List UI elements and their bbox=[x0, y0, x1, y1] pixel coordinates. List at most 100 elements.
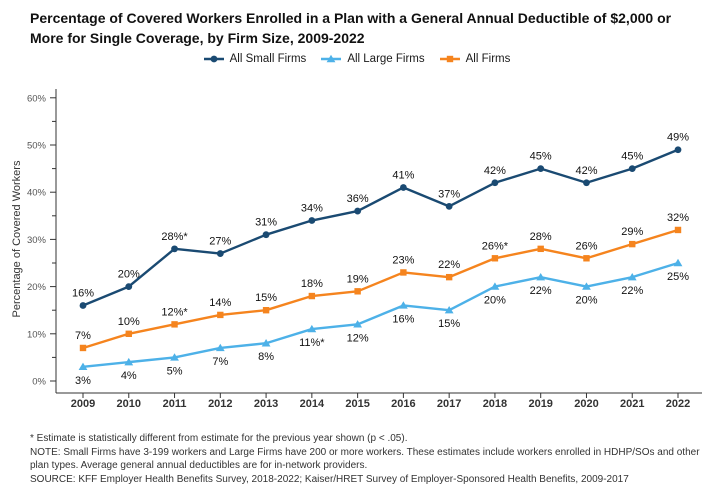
x-tick-label: 2013 bbox=[254, 398, 278, 410]
data-label-all-firms: 14% bbox=[209, 297, 231, 309]
data-label-all-firms: 23% bbox=[392, 254, 414, 266]
data-label-all-small-firms: 28%* bbox=[161, 231, 188, 243]
footnote-source: SOURCE: KFF Employer Health Benefits Sur… bbox=[30, 473, 629, 485]
x-tick-label: 2011 bbox=[163, 398, 187, 410]
x-tick-label: 2015 bbox=[345, 398, 369, 410]
data-label-all-small-firms: 45% bbox=[530, 151, 552, 163]
chart-svg: 0% 10% 20% 30% 40% 50% 60% 2009 2010 2011 2012 2013… bbox=[11, 89, 702, 410]
data-point-all-firms bbox=[217, 311, 224, 319]
data-label-all-small-firms: 36% bbox=[347, 193, 369, 205]
data-label-all-small-firms: 49% bbox=[667, 132, 689, 144]
y-axis-title: Percentage of Covered Workers bbox=[11, 160, 23, 317]
footnote-asterisk: * Estimate is statistically different fr… bbox=[30, 433, 408, 444]
x-tick-label: 2012 bbox=[208, 398, 232, 410]
x-tick-label: 2018 bbox=[483, 398, 507, 410]
plot-area: 0% 10% 20% 30% 40% 50% 60% 2009 2010 2011 2012 2013… bbox=[0, 85, 713, 435]
data-point-all-firms bbox=[674, 226, 682, 234]
data-point-all-large-firms bbox=[261, 339, 271, 347]
x-tick-label: 2020 bbox=[574, 398, 598, 410]
data-label-all-large-firms: 25% bbox=[667, 271, 689, 283]
data-point-all-small-firms bbox=[583, 179, 590, 187]
y-tick-label: 60% bbox=[27, 93, 47, 104]
data-point-all-firms bbox=[308, 292, 316, 300]
legend: All Small Firms All Large Firms All Firms bbox=[0, 53, 713, 65]
legend-label: All Large Firms bbox=[347, 53, 425, 65]
data-point-all-small-firms bbox=[79, 302, 87, 309]
y-tick-label: 10% bbox=[27, 329, 47, 340]
data-label-all-small-firms: 16% bbox=[72, 287, 94, 299]
data-label-all-large-firms: 11%* bbox=[299, 337, 325, 349]
data-label-all-firms: 32% bbox=[667, 212, 689, 224]
data-label-all-firms: 15% bbox=[255, 292, 277, 304]
legend-item-all-large-firms: All Large Firms bbox=[320, 53, 425, 65]
x-tick-label: 2019 bbox=[528, 398, 552, 410]
data-label-all-firms: 18% bbox=[301, 278, 323, 290]
data-label-all-large-firms: 3% bbox=[75, 375, 91, 387]
x-tick-label: 2016 bbox=[391, 398, 415, 410]
x-tick-label: 2014 bbox=[300, 398, 325, 410]
data-label-all-large-firms: 20% bbox=[575, 295, 597, 307]
x-tick-label: 2009 bbox=[71, 398, 95, 410]
data-point-all-large-firms bbox=[490, 282, 500, 290]
legend-marker-square-icon bbox=[439, 55, 460, 63]
data-label-all-firms: 7% bbox=[75, 330, 91, 342]
data-point-all-large-firms bbox=[444, 306, 454, 314]
y-tick-label: 50% bbox=[27, 141, 47, 152]
data-label-all-large-firms: 12% bbox=[347, 332, 369, 344]
data-point-all-firms bbox=[262, 307, 270, 314]
data-label-all-firms: 28% bbox=[530, 231, 552, 243]
data-point-all-large-firms bbox=[536, 272, 546, 281]
legend-label: All Small Firms bbox=[229, 53, 307, 65]
footnote-note: NOTE: Small Firms have 3-199 workers and… bbox=[30, 446, 700, 472]
data-label-all-small-firms: 42% bbox=[484, 165, 506, 177]
data-point-all-small-firms bbox=[262, 231, 270, 239]
data-label-all-firms: 19% bbox=[347, 273, 369, 285]
data-point-all-firms bbox=[537, 245, 544, 253]
data-point-all-firms bbox=[491, 255, 499, 262]
data-point-all-large-firms bbox=[673, 258, 683, 267]
y-tick-label: 20% bbox=[27, 282, 47, 293]
x-tick-label: 2010 bbox=[117, 398, 141, 410]
data-point-all-small-firms bbox=[125, 283, 133, 290]
data-label-all-small-firms: 31% bbox=[255, 217, 277, 229]
data-point-all-firms bbox=[79, 344, 87, 352]
data-label-all-large-firms: 20% bbox=[484, 295, 506, 307]
data-label-all-large-firms: 16% bbox=[392, 313, 414, 325]
legend-marker-triangle-icon bbox=[321, 54, 342, 63]
data-point-all-firms bbox=[445, 273, 453, 281]
data-point-all-firms bbox=[400, 269, 407, 276]
data-label-all-firms: 26% bbox=[575, 240, 597, 252]
data-label-all-large-firms: 4% bbox=[121, 370, 137, 382]
data-point-all-small-firms bbox=[491, 179, 499, 187]
series-line-all-large-firms bbox=[82, 261, 679, 369]
data-label-all-small-firms: 20% bbox=[118, 269, 140, 281]
legend-marker-circle-icon bbox=[203, 55, 224, 63]
data-point-all-large-firms bbox=[215, 343, 225, 352]
data-label-all-firms: 29% bbox=[621, 226, 643, 238]
data-label-all-small-firms: 42% bbox=[575, 165, 597, 177]
data-point-all-large-firms bbox=[627, 272, 637, 281]
data-label-all-large-firms: 5% bbox=[167, 365, 183, 377]
data-label-all-firms: 12%* bbox=[161, 306, 188, 318]
data-point-all-small-firms bbox=[399, 184, 407, 191]
legend-item-all-small-firms: All Small Firms bbox=[203, 53, 307, 65]
data-label-all-large-firms: 15% bbox=[438, 318, 460, 330]
data-label-all-large-firms: 8% bbox=[258, 351, 274, 363]
x-tick-label: 2021 bbox=[620, 398, 644, 410]
data-point-all-firms bbox=[583, 255, 590, 262]
data-point-all-small-firms bbox=[308, 217, 316, 224]
data-label-all-large-firms: 22% bbox=[530, 285, 552, 297]
data-point-all-firms bbox=[629, 240, 636, 248]
data-point-all-firms bbox=[354, 288, 361, 295]
data-point-all-small-firms bbox=[171, 245, 178, 253]
series-line-all-firms bbox=[82, 228, 679, 350]
data-point-all-firms bbox=[171, 321, 178, 328]
y-tick-label: 30% bbox=[27, 235, 47, 246]
legend-label: All Firms bbox=[465, 53, 511, 65]
footnotes: * Estimate is statistically different fr… bbox=[30, 432, 706, 485]
data-point-all-firms bbox=[125, 330, 132, 337]
data-point-all-large-firms bbox=[582, 282, 591, 290]
data-label-all-firms: 10% bbox=[118, 316, 140, 328]
x-tick-label: 2022 bbox=[666, 398, 690, 410]
